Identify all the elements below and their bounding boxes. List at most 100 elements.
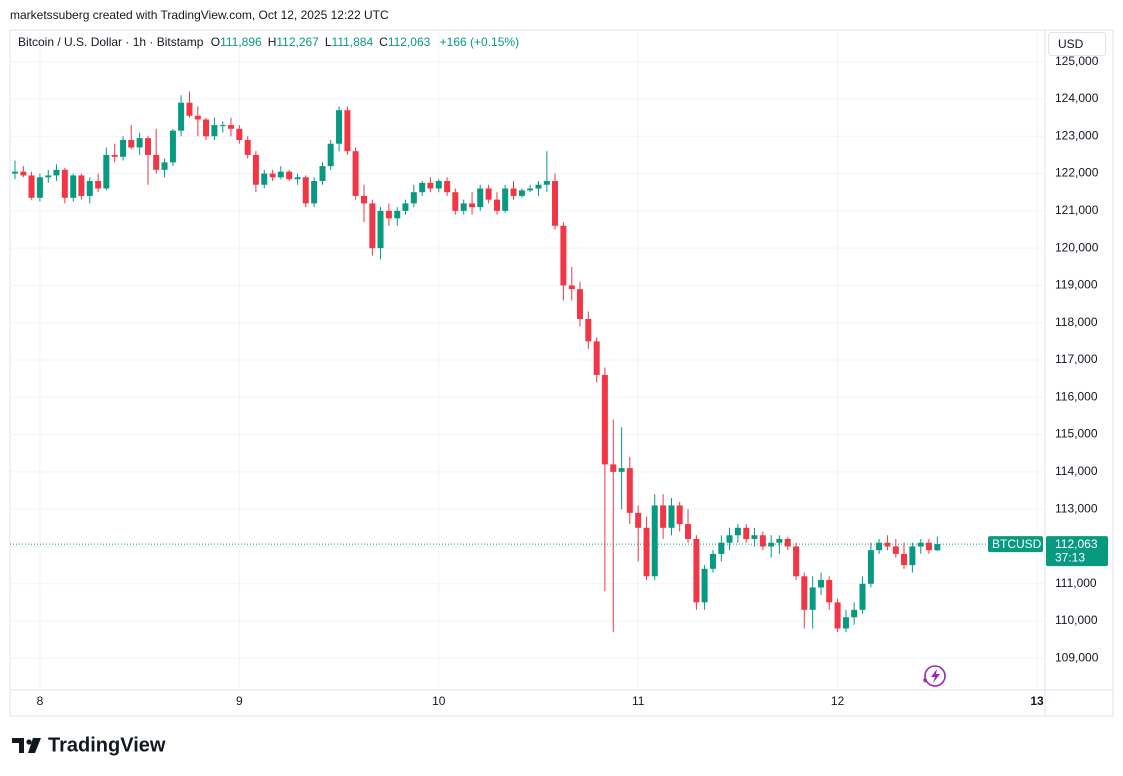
ohlc: O111,896 H112,267 L111,884 C112,063 xyxy=(207,35,431,49)
candle-body xyxy=(86,181,93,196)
y-tick-label: 114,000 xyxy=(1055,464,1098,478)
candle-body xyxy=(851,609,858,618)
candle-body xyxy=(219,125,226,127)
chart-frame xyxy=(9,29,1114,717)
candle-body xyxy=(618,468,625,472)
candle-body xyxy=(709,553,716,569)
candle-body xyxy=(793,546,800,577)
change: +166 (+0.15%) xyxy=(439,35,520,49)
y-tick-label: 117,000 xyxy=(1055,352,1098,366)
countdown: 37:13 xyxy=(1055,550,1085,564)
candle-body xyxy=(435,181,442,189)
candle-body xyxy=(36,177,43,198)
candle-body xyxy=(776,538,783,543)
x-tick-label: 12 xyxy=(831,694,845,708)
candle-body xyxy=(61,169,68,198)
candle-body xyxy=(635,512,642,528)
x-tick-label: 11 xyxy=(632,694,645,708)
candle-body xyxy=(78,175,85,196)
ohlc-key: O xyxy=(210,35,221,49)
candle-body xyxy=(502,188,509,211)
y-tick-label: 122,000 xyxy=(1055,166,1099,180)
candle-body xyxy=(759,535,766,547)
ohlc-key: C xyxy=(379,35,388,49)
candle-body xyxy=(319,166,326,182)
x-tick-label: 13 xyxy=(1030,694,1044,708)
attribution: marketssuberg created with TradingView.c… xyxy=(10,8,389,22)
candle-body xyxy=(668,505,675,528)
candle-body xyxy=(527,188,534,191)
candle-body xyxy=(593,341,600,375)
price-tag: 112,063 xyxy=(1055,537,1098,551)
candle-body xyxy=(884,542,891,547)
candle-body xyxy=(111,154,118,157)
candle-body xyxy=(643,527,650,577)
candle-body xyxy=(826,580,833,603)
candle-body xyxy=(809,587,816,610)
y-tick-label: 125,000 xyxy=(1055,54,1099,68)
ohlc-key: L xyxy=(324,35,332,49)
candle-body xyxy=(610,464,617,472)
candle-body xyxy=(203,119,210,137)
y-tick-label: 120,000 xyxy=(1055,240,1099,254)
candle-body xyxy=(510,188,517,196)
candle-body xyxy=(369,203,376,249)
candle-body xyxy=(252,154,259,185)
candle-body xyxy=(485,188,492,200)
candle-body xyxy=(934,544,941,551)
candle-body xyxy=(460,203,467,211)
candle-body xyxy=(145,138,151,155)
candle-body xyxy=(660,505,667,528)
candle-body xyxy=(651,505,658,577)
candle-body xyxy=(552,181,559,226)
symbol-tag-box xyxy=(988,536,1043,553)
candle-body xyxy=(194,115,201,120)
candle-body xyxy=(269,173,276,178)
candle-body xyxy=(28,175,35,198)
x-tick-label: 9 xyxy=(236,694,243,708)
candle-body xyxy=(801,576,808,610)
candle-body xyxy=(917,542,924,547)
candle-body xyxy=(867,550,874,584)
y-tick-label: 109,000 xyxy=(1055,650,1099,664)
candle-body xyxy=(352,151,359,196)
candle-body xyxy=(535,184,542,189)
candle-body xyxy=(859,583,866,610)
ohlc-key: H xyxy=(267,35,277,49)
candle-body xyxy=(120,140,127,157)
currency-button[interactable]: USD xyxy=(1048,32,1106,56)
candle-body xyxy=(70,175,77,198)
lightning-icon xyxy=(923,665,946,687)
candle-body xyxy=(336,110,343,144)
ohlc-value: 111,896 xyxy=(220,35,262,49)
logo-icon xyxy=(12,738,41,753)
candles xyxy=(11,91,941,633)
candle-body xyxy=(444,181,451,193)
candle-body xyxy=(211,125,218,137)
y-tick-label: 119,000 xyxy=(1055,278,1098,292)
candle-body xyxy=(909,546,916,566)
legend-header: Bitcoin / U.S. Dollar · 1h · Bitstamp O1… xyxy=(18,35,519,49)
candle-body xyxy=(419,182,426,193)
y-tick-label: 123,000 xyxy=(1055,128,1099,142)
candle-body xyxy=(377,210,384,249)
candle-body xyxy=(925,542,932,551)
y-tick-label: 113,000 xyxy=(1055,501,1098,515)
candle-body xyxy=(294,177,301,180)
candle-body xyxy=(169,130,176,163)
candle-body xyxy=(327,143,334,167)
candle-body xyxy=(20,171,27,176)
candle-body xyxy=(818,580,825,588)
candle-body xyxy=(402,203,409,211)
candle-body xyxy=(95,181,102,189)
candle-body xyxy=(427,182,434,189)
candle-body xyxy=(701,568,708,603)
candle-body xyxy=(227,125,234,129)
candle-body xyxy=(676,505,683,525)
candle-body xyxy=(394,210,401,219)
candle-body xyxy=(302,177,309,204)
candle-body xyxy=(892,546,899,554)
candle-body xyxy=(178,102,185,131)
